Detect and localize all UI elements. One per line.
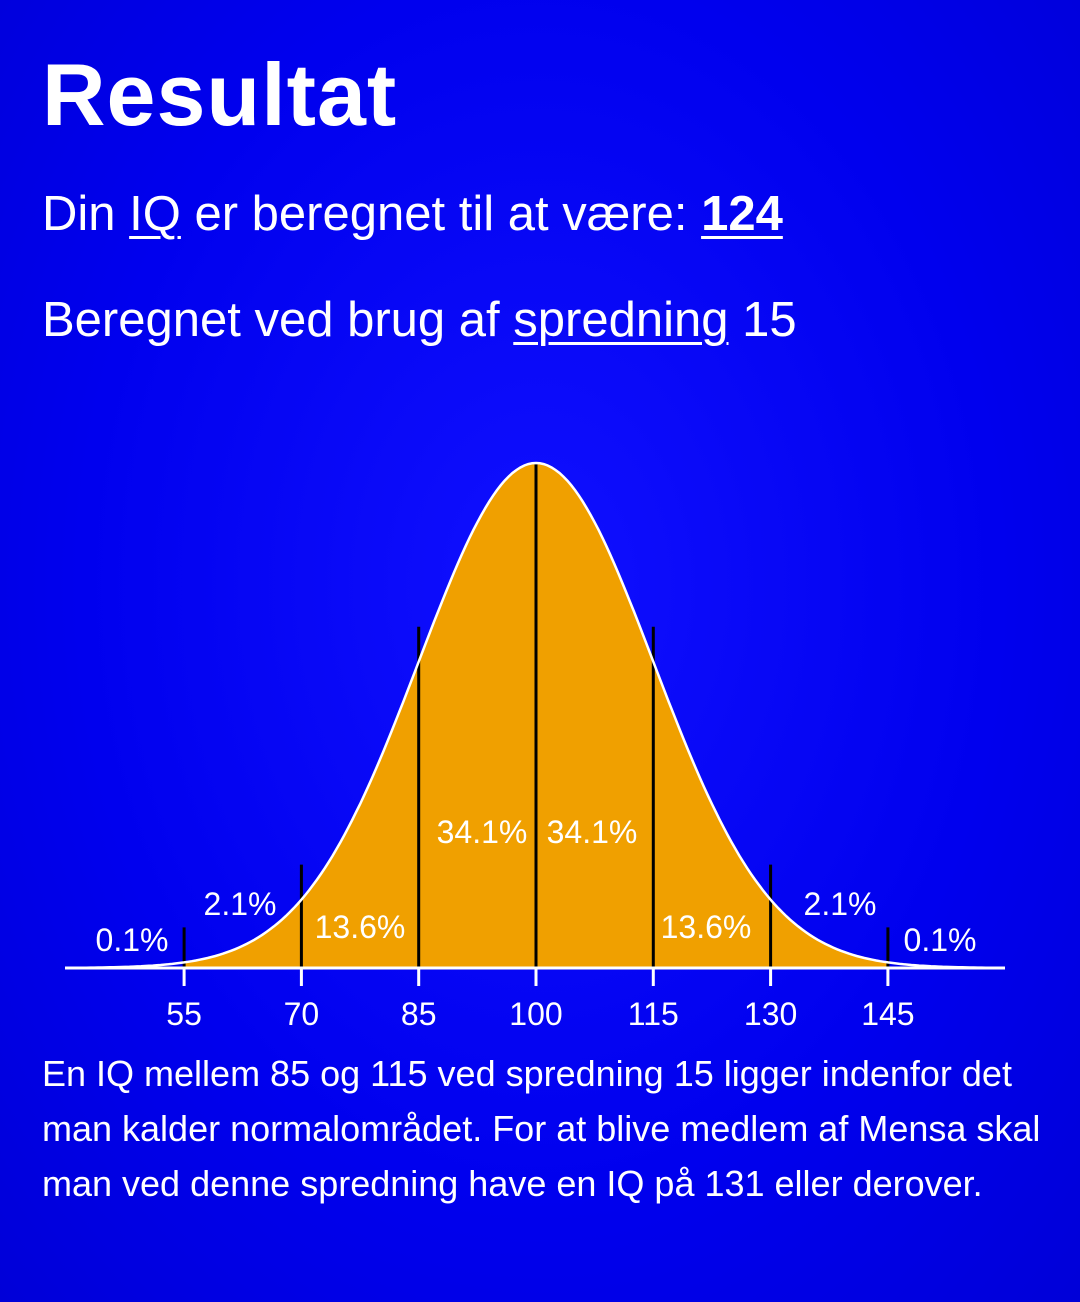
x-tick-label: 85 [401,996,437,1032]
x-tick-label: 115 [628,996,679,1032]
explanation-paragraph: En IQ mellem 85 og 115 ved spredning 15 … [42,1053,1041,1204]
sd-line: Beregnet ved brug af spredning 15 [42,292,797,348]
distribution-curve [74,461,998,970]
x-tick-label: 55 [166,996,202,1032]
segment-label: 13.6% [315,909,406,945]
x-tick-label: 145 [861,996,914,1032]
spredning-link[interactable]: spredning [513,293,729,347]
segment-label: 13.6% [661,909,752,945]
segment-label: 34.1% [547,814,638,850]
segment-label: 2.1% [204,886,277,922]
x-tick-label: 130 [744,996,797,1032]
iq-prefix: Din [42,187,130,241]
x-tick-label: 70 [284,996,320,1032]
iq-middle: er beregnet til at være: [180,187,702,241]
sd-value: 15 [728,293,797,347]
iq-result-line: Din IQ er beregnet til at være: 124 [42,186,783,242]
segment-label: 0.1% [904,922,977,958]
x-tick-label: 100 [509,996,562,1032]
page-title: Resultat [42,45,398,144]
sd-prefix: Beregnet ved brug af [42,293,514,347]
segment-label: 2.1% [804,886,877,922]
segment-label: 0.1% [96,922,169,958]
iq-value-link[interactable]: 124 [701,187,783,241]
segment-label: 34.1% [437,814,528,850]
iq-link[interactable]: IQ [129,187,181,241]
